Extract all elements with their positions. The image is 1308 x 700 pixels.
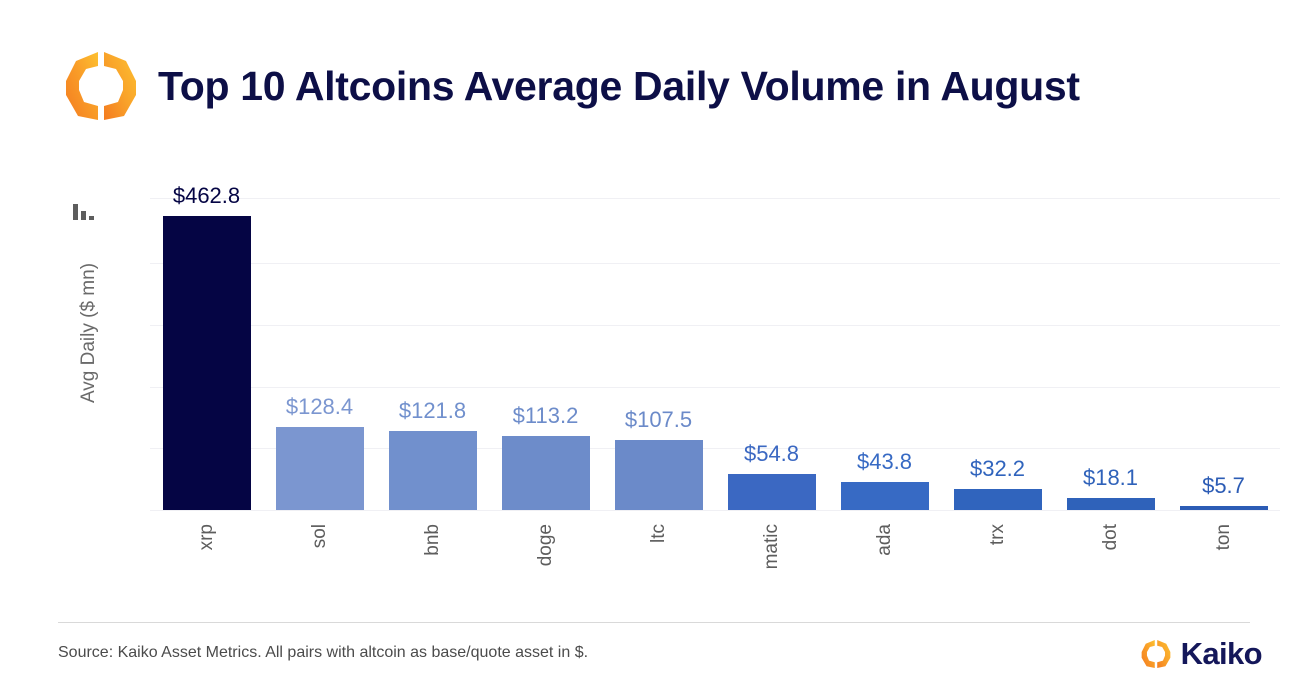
- source-note: Source: Kaiko Asset Metrics. All pairs w…: [58, 644, 589, 661]
- bar-value-label: $32.2: [969, 456, 1026, 482]
- bar-group[interactable]: $121.8 bnb: [376, 185, 489, 556]
- bar-series: $462.8 xrp $128.4 sol $121.8 bnb $113.2 doge $10…: [150, 183, 1280, 569]
- bar-group[interactable]: $128.4 sol: [263, 185, 376, 548]
- bar-group[interactable]: $54.8 matic: [715, 185, 828, 569]
- bar-group[interactable]: $113.2 doge: [489, 185, 602, 566]
- bar-chart-icon: [70, 200, 96, 226]
- bar-dot[interactable]: [1066, 498, 1155, 510]
- gridline: [150, 324, 1280, 326]
- bar-ton[interactable]: [1179, 506, 1268, 510]
- x-axis-tick: matic: [715, 510, 828, 580]
- x-axis-label-ada: ada: [873, 524, 895, 556]
- bar-group[interactable]: $18.1 dot: [1054, 185, 1167, 550]
- bar-value-label: $121.8: [398, 397, 467, 423]
- x-axis-tick: dot: [1054, 510, 1167, 580]
- plot-area: $462.8 xrp $128.4 sol $121.8 bnb $113.2 doge $10…: [150, 183, 1280, 569]
- x-axis-tick: xrp: [150, 510, 263, 580]
- x-axis-label-matic: matic: [760, 524, 782, 570]
- bar-group[interactable]: $32.2 trx: [941, 185, 1054, 545]
- bar-bnb[interactable]: [388, 430, 477, 510]
- bar-value-label: $462.8: [172, 183, 241, 208]
- bar-matic[interactable]: [727, 474, 816, 510]
- bar-ltc[interactable]: [614, 440, 703, 510]
- kaiko-hexagon-logo-icon: [1140, 639, 1172, 669]
- gridline: [150, 510, 1280, 511]
- y-axis-block: Avg Daily ($ mn): [62, 200, 108, 490]
- bar-sol[interactable]: [275, 426, 364, 510]
- x-axis-tick: trx: [941, 510, 1054, 580]
- x-axis-tick: ton: [1167, 510, 1280, 580]
- bar-value-label: $113.2: [512, 403, 579, 429]
- kaiko-wordmark: Kaiko: [1180, 636, 1263, 671]
- bar-value-label: $54.8: [743, 441, 800, 467]
- gridline: [150, 198, 1280, 199]
- bar-value-label: $43.8: [856, 448, 913, 474]
- gridline: [150, 263, 1280, 264]
- x-axis-label-trx: trx: [986, 524, 1008, 546]
- bar-xrp[interactable]: [162, 216, 251, 510]
- x-axis-label-doge: doge: [534, 524, 556, 567]
- footer-divider: [58, 622, 1250, 623]
- y-axis-title: Avg Daily ($ mn): [78, 262, 99, 404]
- x-axis-label-bnb: bnb: [421, 524, 443, 556]
- bar-ada[interactable]: [840, 481, 929, 510]
- x-axis-tick: sol: [263, 510, 376, 580]
- x-axis-label-ltc: ltc: [647, 524, 669, 543]
- x-axis-label-sol: sol: [308, 524, 330, 549]
- x-axis-tick: doge: [489, 510, 602, 580]
- x-axis-tick: bnb: [376, 510, 489, 580]
- x-axis-label-ton: ton: [1212, 524, 1234, 551]
- x-axis-tick: ltc: [602, 510, 715, 580]
- bar-group[interactable]: $107.5 ltc: [602, 185, 715, 543]
- x-axis-label-dot: dot: [1099, 524, 1121, 551]
- bar-doge[interactable]: [501, 436, 590, 510]
- bar-group[interactable]: $5.7 ton: [1167, 185, 1280, 550]
- page-title: Top 10 Altcoins Average Daily Volume in …: [158, 63, 1080, 109]
- kaiko-hexagon-logo-icon: [62, 50, 140, 122]
- bar-value-label: $5.7: [1202, 473, 1245, 498]
- gridline: [150, 448, 1280, 450]
- footer-brand: Kaiko: [1140, 636, 1263, 672]
- bar-group[interactable]: $43.8 ada: [828, 185, 941, 556]
- page-header: Top 10 Altcoins Average Daily Volume in …: [0, 0, 1308, 140]
- bar-trx[interactable]: [953, 489, 1042, 510]
- page-footer: Source: Kaiko Asset Metrics. All pairs w…: [0, 610, 1308, 700]
- chart-container: Avg Daily ($ mn) $462.8 xrp $128.4 sol $121.…: [0, 140, 1308, 610]
- bar-group[interactable]: $462.8 xrp: [150, 183, 263, 550]
- bar-value-label: $107.5: [624, 407, 693, 433]
- x-axis-tick: ada: [828, 510, 941, 580]
- bar-value-label: $18.1: [1082, 465, 1139, 491]
- bar-value-label: $128.4: [285, 393, 354, 419]
- gridline: [150, 386, 1280, 388]
- x-axis-label-xrp: xrp: [195, 524, 217, 551]
